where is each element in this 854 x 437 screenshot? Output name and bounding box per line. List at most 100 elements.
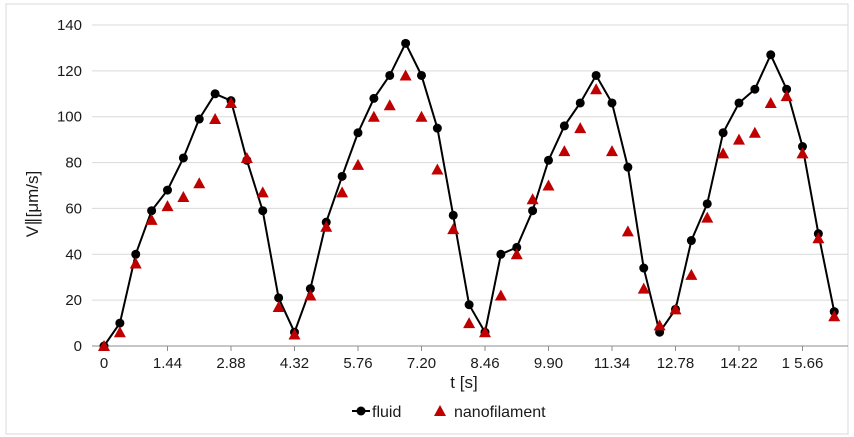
x-tick-label: 9.90 (534, 355, 563, 372)
nanofilament-point (193, 177, 206, 189)
x-tick-label: 12.78 (657, 355, 695, 372)
nanofilament-point (574, 122, 587, 134)
nanofilament-point (209, 113, 222, 125)
legend-nanofilament-label: nanofilament (454, 404, 546, 421)
nanofilament-point (542, 179, 555, 191)
nanofilament-point (145, 213, 158, 225)
series-layer (98, 38, 841, 351)
x-tick-label: 1 5.66 (782, 355, 824, 372)
fluid-point (797, 142, 807, 152)
x-tick-label: 7.20 (407, 355, 436, 372)
x-tick-label: 8.46 (470, 355, 499, 372)
nanofilament-point (796, 147, 809, 159)
nanofilament-point (558, 145, 571, 157)
legend-nanofilament-marker (434, 405, 446, 416)
x-tick-label: 5.76 (343, 355, 372, 372)
nanofilament-point (478, 326, 491, 338)
nanofilament-point (590, 83, 603, 95)
nanofilament-point (447, 223, 460, 235)
nanofilament-point (399, 69, 412, 81)
nanofilament-point (748, 126, 761, 138)
nanofilament-point (113, 326, 126, 338)
fluid-point (210, 89, 220, 99)
fluid-point (432, 123, 442, 133)
x-tick-label: 11.34 (594, 355, 630, 372)
fluid-point (766, 50, 776, 60)
y-axis-title: V∥[μm/s] (23, 171, 42, 237)
nanofilament-point (732, 133, 745, 145)
nanofilament-point (129, 257, 142, 269)
fluid-point (750, 84, 760, 94)
fluid-point (734, 98, 744, 108)
nanofilament-point (828, 310, 841, 322)
nanofilament-point (288, 328, 301, 340)
nanofilament-point (685, 268, 698, 280)
nanofilament-point (701, 211, 714, 223)
fluid-point (702, 199, 712, 209)
fluid-point (274, 293, 284, 303)
nanofilament-point (637, 282, 650, 294)
y-tick-label: 40 (65, 246, 82, 263)
nanofilament-point (621, 225, 634, 237)
fluid-point (258, 206, 268, 216)
fluid-point (782, 84, 792, 94)
x-tick-label: 0 (100, 355, 108, 372)
y-tick-label: 20 (65, 292, 82, 309)
nanofilament-point (653, 319, 666, 331)
nanofilament-point (431, 163, 444, 175)
nanofilament-point (336, 186, 349, 198)
y-tick-label: 60 (65, 200, 82, 217)
fluid-point (305, 284, 315, 294)
y-tick-label: 0 (74, 338, 82, 355)
fluid-point (543, 155, 553, 165)
y-tick-label: 80 (65, 155, 82, 172)
nanofilament-point (161, 200, 174, 212)
nanofilament-point (510, 248, 523, 260)
fluid-point (448, 210, 458, 220)
nanofilament-point (717, 147, 730, 159)
fluid-point (369, 93, 379, 103)
nanofilament-point (780, 90, 793, 102)
fluid-point (337, 171, 347, 181)
fluid-point (194, 114, 204, 124)
nanofilament-point (415, 110, 428, 122)
fluid-point (639, 263, 649, 273)
nanofilament-point (256, 186, 269, 198)
nanofilament-point (177, 190, 190, 202)
fluid-point (131, 249, 141, 259)
fluid-point (178, 153, 188, 163)
fluid-point (147, 206, 157, 216)
y-tick-label: 120 (57, 63, 82, 80)
fluid-point (353, 128, 363, 138)
fluid-point (559, 121, 569, 131)
x-tick-label: 2.88 (216, 355, 245, 372)
nanofilament-point (367, 110, 380, 122)
fluid-point (607, 98, 617, 108)
nanofilament-point (494, 289, 507, 301)
fluid-point (575, 98, 585, 108)
nanofilament-point (669, 303, 682, 315)
nanofilament-point (240, 151, 253, 163)
axes (5, 3, 849, 435)
fluid-point (686, 236, 696, 246)
nanofilament-point (605, 145, 618, 157)
y-tick-label: 100 (57, 109, 82, 126)
x-tick-label: 14.22 (720, 355, 758, 372)
fluid-point (385, 70, 395, 80)
legend-fluid-label: fluid (372, 404, 401, 421)
fluid-point (512, 242, 522, 252)
fluid-point (162, 185, 172, 195)
fluid-point (115, 318, 125, 328)
x-axis-title: t [s] (450, 373, 477, 392)
nanofilament-point (526, 193, 539, 205)
fluid-point (528, 206, 538, 216)
nanofilament-point (812, 232, 825, 244)
legend-fluid-marker (356, 406, 366, 416)
nanofilament-point (304, 289, 317, 301)
nanofilament-point (224, 96, 237, 108)
fluid-point (591, 70, 601, 80)
gridlines (92, 24, 848, 301)
fluid-point (401, 38, 411, 48)
nanofilament-point (351, 158, 364, 170)
